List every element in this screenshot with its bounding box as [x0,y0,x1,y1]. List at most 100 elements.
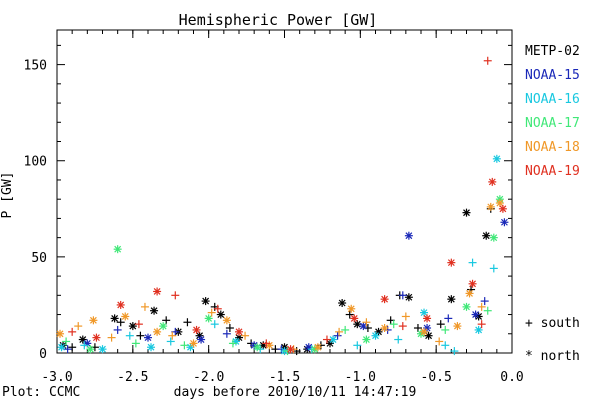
chart-title: Hemispheric Power [GW] [179,11,378,29]
data-point-noaa-19-north [286,345,295,354]
data-point-noaa-19-south [68,327,77,336]
data-point-noaa-17-south [131,339,140,348]
data-point-noaa-15-north [197,335,206,344]
data-point-metp-02-north [110,314,119,323]
data-point-noaa-18-north [153,327,162,336]
data-point-noaa-16-north [186,343,195,352]
data-point-noaa-16-south [210,320,219,329]
data-point-noaa-19-north [468,279,477,288]
marker-key-north: * north [525,349,580,364]
data-point-noaa-18-north [420,327,429,336]
data-point-metp-02-north [353,320,362,329]
data-point-noaa-16-north [371,331,380,340]
legend: METP-02 NOAA-15 NOAA-16 NOAA-17 NOAA-18 NOAA-… [525,44,580,364]
data-point-noaa-18-north [380,324,389,333]
data-point-metp-02-north [128,322,137,331]
data-point-noaa-18-south [207,308,216,317]
data-point-noaa-17-north [253,343,262,352]
y-tick-label: 150 [24,59,47,74]
data-point-noaa-17-north [362,335,371,344]
data-point-noaa-15-north [404,231,413,240]
data-point-noaa-19-north [423,314,432,323]
data-point-noaa-16-south [468,258,477,267]
data-point-metp-02-south [413,324,422,333]
data-point-noaa-18-south [477,302,486,311]
data-point-noaa-15-north [471,310,480,319]
data-point-noaa-19-south [171,291,180,300]
data-point-noaa-19-north [350,314,359,323]
data-point-noaa-16-south [125,331,134,340]
data-point-noaa-19-north [488,177,497,186]
data-point-noaa-18-north [465,289,474,298]
data-point-metp-02-south [436,320,445,329]
legend-entry-noaa-19: NOAA-19 [525,164,580,179]
data-point-noaa-19-north [380,295,389,304]
legend-entry-noaa-18: NOAA-18 [525,140,580,155]
x-tick-label: 0.0 [500,370,523,385]
data-point-noaa-17-north [204,314,213,323]
data-points [56,56,509,356]
y-tick-label: 0 [39,347,47,362]
data-point-noaa-17-north [462,302,471,311]
data-point-noaa-15-south [480,297,489,306]
data-point-noaa-16-north [474,325,483,334]
data-point-metp-02-north [338,299,347,308]
legend-entry-noaa-15: NOAA-15 [525,68,580,83]
data-point-noaa-18-north [222,316,231,325]
data-point-noaa-17-south [389,320,398,329]
data-point-metp-02-south [345,310,354,319]
legend-entry-noaa-17: NOAA-17 [525,116,580,131]
data-point-noaa-18-north [89,316,98,325]
data-point-noaa-19-south [213,304,222,313]
x-tick-label: -2.0 [193,370,224,385]
data-point-noaa-18-south [241,331,250,340]
data-point-noaa-18-south [435,337,444,346]
data-point-noaa-16-north [147,343,156,352]
data-point-metp-02-north [201,297,210,306]
axes: -3.0 -2.5 -2.0 -1.5 -1.0 -0.5 0.0 0 50 100 150 [24,30,524,385]
data-point-noaa-17-south [483,306,492,315]
data-point-noaa-19-north [153,287,162,296]
data-point-noaa-19-north [116,300,125,309]
data-point-noaa-16-south [394,335,403,344]
data-point-noaa-17-south [441,325,450,334]
data-point-noaa-19-south [477,320,486,329]
plot-credit: Plot: CCMC [2,385,80,400]
data-point-noaa-15-south [398,291,407,300]
data-point-noaa-19-north [447,258,456,267]
data-point-noaa-19-south [483,56,492,65]
data-point-noaa-15-south [333,331,342,340]
data-point-noaa-16-south [353,341,362,350]
y-tick-label: 100 [24,155,47,170]
data-point-metp-02-south [116,318,125,327]
data-point-noaa-16-south [489,264,498,273]
data-point-noaa-18-south [74,322,83,331]
y-tick-label: 50 [31,251,47,266]
data-point-noaa-16-south [166,337,175,346]
data-point-metp-02-north [482,231,491,240]
data-point-noaa-18-north [347,304,356,313]
data-point-metp-02-north [150,306,159,315]
data-point-noaa-19-south [398,322,407,331]
data-point-noaa-16-north [420,308,429,317]
y-axis-label: P [GW] [0,172,15,219]
data-point-noaa-17-south [62,337,71,346]
data-point-noaa-18-south [362,318,371,327]
data-point-noaa-17-south [228,339,237,348]
legend-entry-noaa-16: NOAA-16 [525,92,580,107]
data-point-noaa-16-south [80,341,89,350]
data-point-noaa-15-north [500,218,509,227]
x-tick-label: -2.5 [117,370,148,385]
data-point-noaa-15-north [144,333,152,342]
data-point-noaa-15-south [63,345,72,354]
data-point-metp-02-south [183,318,192,327]
data-point-noaa-15-south [113,325,122,334]
x-axis-label: days before 2010/10/11 14:47:19 [174,385,417,400]
data-point-metp-02-south [162,316,171,325]
data-point-noaa-18-south [107,333,116,342]
data-point-metp-02-north [462,208,471,217]
data-point-noaa-18-north [56,329,65,338]
x-tick-label: -1.0 [345,370,376,385]
data-point-noaa-19-north [498,204,507,213]
data-point-noaa-17-north [86,345,95,354]
